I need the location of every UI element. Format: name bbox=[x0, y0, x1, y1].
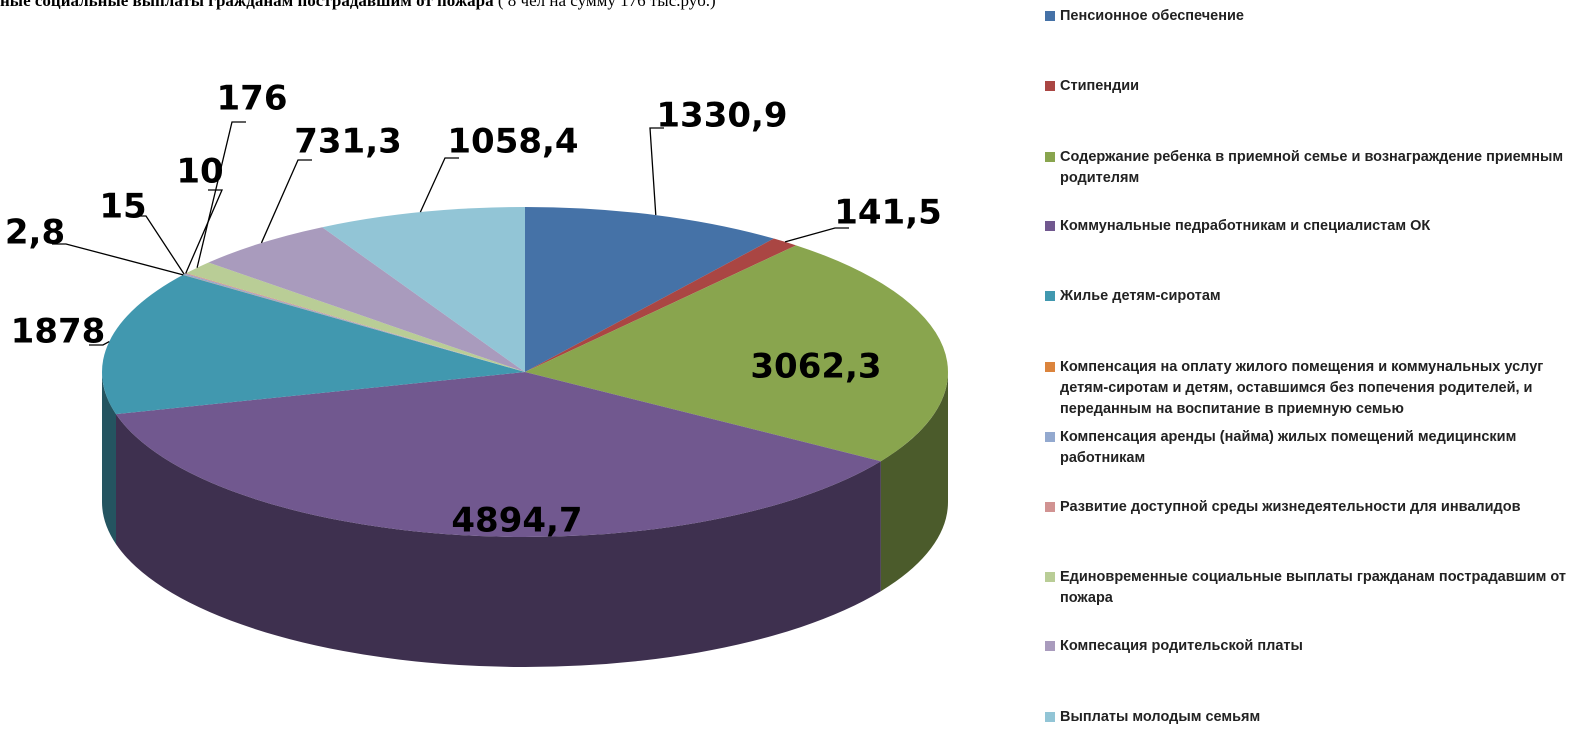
data-label: 731,3 bbox=[294, 122, 402, 162]
slice bbox=[182, 274, 525, 372]
data-label: 176 bbox=[217, 79, 288, 119]
legend-swatch bbox=[1045, 502, 1055, 512]
leader-line bbox=[784, 227, 849, 243]
data-label: 1058,4 bbox=[447, 122, 578, 162]
legend-label: Компенсация на оплату жилого помещения и… bbox=[1060, 359, 1544, 417]
legend-label: Развитие доступной среды жизнедеятельнос… bbox=[1060, 499, 1521, 515]
data-label: 10 bbox=[176, 152, 223, 192]
legend-item: Компесация родительской платы bbox=[1045, 636, 1585, 657]
leader-line bbox=[649, 127, 664, 216]
slice bbox=[186, 262, 526, 372]
legend-item: Компенсация аренды (найма) жилых помещен… bbox=[1045, 427, 1585, 469]
legend-item: Единовременные социальные выплаты гражда… bbox=[1045, 567, 1585, 609]
chart-title: ные социальные выплаты гражданам пострад… bbox=[0, 0, 494, 10]
legend-swatch bbox=[1045, 712, 1055, 722]
legend-swatch bbox=[1045, 641, 1055, 651]
legend-swatch bbox=[1045, 11, 1055, 21]
legend-item: Жилье детям-сиротам bbox=[1045, 286, 1585, 307]
slice bbox=[525, 245, 949, 462]
legend-label: Коммунальные педработникам и специалиста… bbox=[1060, 218, 1431, 234]
slice-side bbox=[116, 414, 881, 667]
legend-swatch bbox=[1045, 362, 1055, 372]
legend-label: Выплаты молодым семьям bbox=[1060, 709, 1261, 725]
legend-item: Развитие доступной среды жизнедеятельнос… bbox=[1045, 497, 1585, 518]
data-label: 15 bbox=[99, 187, 146, 227]
legend-swatch bbox=[1045, 432, 1055, 442]
leader-line bbox=[89, 340, 110, 346]
legend-swatch bbox=[1045, 221, 1055, 231]
legend-label: Единовременные социальные выплаты гражда… bbox=[1060, 569, 1566, 606]
legend-label: Стипендии bbox=[1060, 78, 1140, 94]
slice bbox=[525, 238, 797, 372]
slice bbox=[208, 227, 525, 372]
slice bbox=[185, 273, 525, 372]
slice-side bbox=[102, 372, 117, 545]
legend-label: Компесация родительской платы bbox=[1060, 638, 1303, 654]
leader-line bbox=[132, 215, 185, 275]
title-line: ные социальные выплаты гражданам пострад… bbox=[0, 0, 716, 11]
slice bbox=[525, 207, 774, 372]
legend-item: Компенсация на оплату жилого помещения и… bbox=[1045, 357, 1585, 420]
slice bbox=[322, 207, 525, 372]
legend-label: Содержание ребенка в приемной семье и во… bbox=[1060, 149, 1564, 186]
slice bbox=[102, 274, 525, 415]
data-label: 141,5 bbox=[834, 193, 942, 233]
legend-swatch bbox=[1045, 291, 1055, 301]
data-label: 2,8 bbox=[5, 213, 65, 253]
leader-line bbox=[52, 243, 184, 276]
data-label: 4894,7 bbox=[451, 501, 582, 541]
leader-line bbox=[419, 157, 459, 213]
leader-line bbox=[260, 159, 312, 244]
legend-item: Выплаты молодым семьям bbox=[1045, 707, 1585, 728]
legend-swatch bbox=[1045, 152, 1055, 162]
data-label: 3062,3 bbox=[750, 347, 881, 387]
title-note: ( 8 чел на сумму 176 тыс.руб.) bbox=[497, 0, 716, 10]
slice bbox=[183, 273, 525, 372]
legend-label: Жилье детям-сиротам bbox=[1060, 288, 1221, 304]
legend-label: Компенсация аренды (найма) жилых помещен… bbox=[1060, 429, 1517, 466]
legend-item: Стипендии bbox=[1045, 76, 1585, 97]
data-label: 1330,9 bbox=[656, 96, 787, 136]
chart: 1330,9 141,5 3062,3 4894,7 1878 2,8 15 10 176731… bbox=[5, 79, 949, 667]
legend-item: Содержание ребенка в приемной семье и во… bbox=[1045, 147, 1585, 189]
leader-line bbox=[196, 121, 246, 268]
slice bbox=[116, 372, 881, 537]
legend-item: Коммунальные педработникам и специалиста… bbox=[1045, 216, 1585, 237]
slice-side bbox=[880, 372, 948, 592]
legend-swatch bbox=[1045, 81, 1055, 91]
data-label: 1878 bbox=[11, 312, 106, 352]
legend: Пенсионное обеспечение Стипендии Содержани… bbox=[1045, 0, 1585, 733]
legend-label: Пенсионное обеспечение bbox=[1060, 8, 1244, 24]
legend-item: Пенсионное обеспечение bbox=[1045, 6, 1585, 27]
leader-line bbox=[185, 189, 223, 274]
legend-swatch bbox=[1045, 572, 1055, 582]
